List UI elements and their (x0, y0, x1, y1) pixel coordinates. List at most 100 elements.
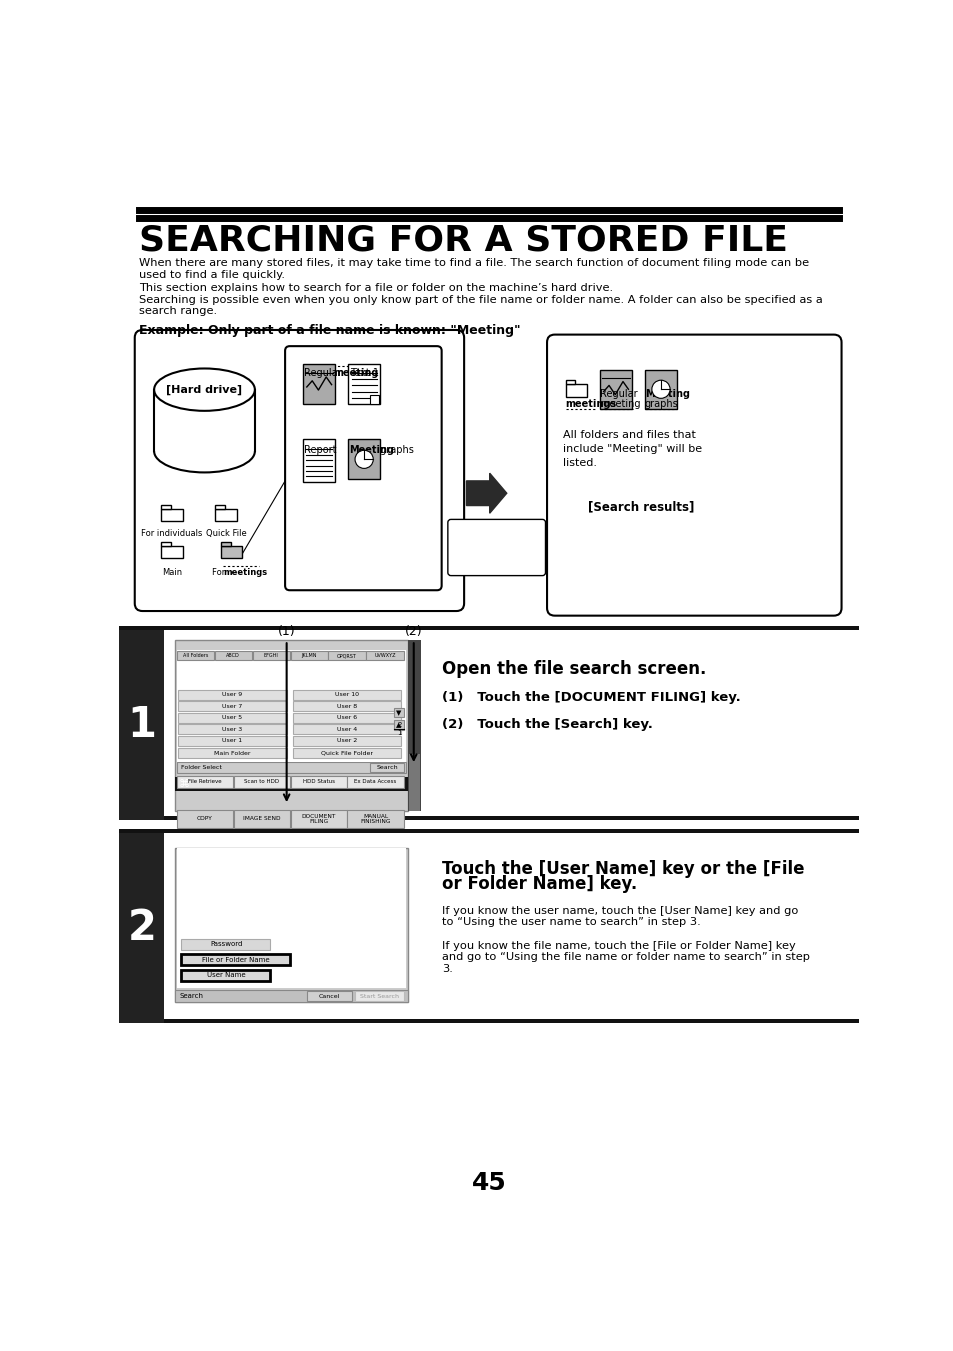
Text: SEARCHING FOR A STORED FILE: SEARCHING FOR A STORED FILE (138, 224, 787, 258)
Text: User 5: User 5 (222, 715, 242, 720)
FancyArrow shape (466, 473, 506, 513)
Text: Scan to HDD: Scan to HDD (244, 780, 279, 785)
Text: For: For (565, 389, 580, 400)
FancyBboxPatch shape (394, 720, 404, 730)
Text: Report: Report (303, 444, 335, 455)
Bar (409, 754, 419, 811)
Text: EFGHI: EFGHI (263, 653, 278, 658)
Text: UVWXYZ: UVWXYZ (374, 653, 395, 658)
FancyBboxPatch shape (447, 519, 545, 576)
FancyBboxPatch shape (348, 363, 380, 404)
FancyBboxPatch shape (178, 736, 286, 746)
FancyBboxPatch shape (253, 651, 290, 661)
Text: For individuals: For individuals (141, 530, 202, 539)
FancyBboxPatch shape (220, 542, 231, 546)
Bar (407, 640, 421, 811)
Text: Touch the [User Name] key or the [File: Touch the [User Name] key or the [File (442, 859, 804, 878)
Text: 2: 2 (127, 907, 156, 948)
Text: graphs: graphs (644, 399, 678, 408)
FancyBboxPatch shape (181, 970, 270, 981)
FancyBboxPatch shape (347, 809, 403, 828)
Text: or Folder Name] key.: or Folder Name] key. (442, 875, 637, 893)
FancyBboxPatch shape (181, 939, 270, 950)
Bar (119, 626, 858, 630)
FancyBboxPatch shape (293, 713, 401, 723)
Text: and go to “Using the file name or folder name to search” in step: and go to “Using the file name or folder… (442, 952, 810, 962)
Text: to “Using the user name to search” in step 3.: to “Using the user name to search” in st… (442, 917, 700, 928)
Text: meeting: meeting (333, 369, 378, 378)
Text: (2): (2) (404, 626, 422, 638)
Text: Regular: Regular (599, 389, 637, 400)
FancyBboxPatch shape (307, 992, 352, 1001)
FancyBboxPatch shape (178, 748, 286, 758)
Text: Open the file search screen.: Open the file search screen. (442, 661, 706, 678)
FancyBboxPatch shape (565, 384, 587, 397)
Text: search range.: search range. (138, 307, 216, 316)
Text: (1): (1) (277, 626, 295, 638)
Text: DOCUMENT
FILING: DOCUMENT FILING (301, 813, 335, 824)
FancyBboxPatch shape (285, 346, 441, 590)
Text: Password: Password (210, 942, 242, 947)
Text: MANUAL
FINISHING: MANUAL FINISHING (360, 813, 391, 824)
Text: Quick File: Quick File (206, 530, 246, 539)
Text: used to find a file quickly.: used to find a file quickly. (138, 270, 284, 280)
FancyBboxPatch shape (176, 775, 233, 788)
FancyBboxPatch shape (161, 546, 183, 558)
Text: 45: 45 (471, 1171, 506, 1194)
FancyBboxPatch shape (176, 809, 233, 828)
Bar (174, 990, 407, 1002)
Text: All folders and files that
include "Meeting" will be
listed.: All folders and files that include "Meet… (562, 430, 701, 467)
FancyBboxPatch shape (215, 505, 225, 508)
Text: 2: 2 (397, 721, 401, 728)
FancyBboxPatch shape (291, 809, 346, 828)
Ellipse shape (154, 369, 254, 411)
Text: Search: Search (179, 993, 204, 998)
Text: This section explains how to search for a file or folder on the machine’s hard d: This section explains how to search for … (138, 282, 612, 293)
FancyBboxPatch shape (370, 763, 404, 771)
Text: Example: Only part of a file name is known: "Meeting": Example: Only part of a file name is kno… (138, 324, 519, 336)
Text: When there are many stored files, it may take time to find a file. The search fu: When there are many stored files, it may… (138, 258, 808, 269)
Text: ⌘: ⌘ (178, 778, 190, 789)
Text: User 9: User 9 (222, 692, 242, 697)
Text: IMAGE SEND: IMAGE SEND (243, 816, 280, 821)
Bar (176, 650, 406, 762)
FancyBboxPatch shape (546, 335, 841, 616)
Text: User 1: User 1 (222, 738, 242, 743)
FancyBboxPatch shape (233, 775, 290, 788)
Text: Meeting: Meeting (348, 444, 394, 455)
Bar (174, 848, 407, 1002)
Bar (176, 848, 406, 989)
Text: Meeting: Meeting (644, 389, 689, 400)
Text: User 7: User 7 (222, 704, 242, 709)
FancyBboxPatch shape (161, 505, 171, 508)
Text: Start Search: Start Search (360, 993, 398, 998)
FancyBboxPatch shape (303, 439, 335, 482)
Text: Ex Data Access: Ex Data Access (355, 780, 396, 785)
FancyBboxPatch shape (348, 439, 380, 480)
Text: Main: Main (162, 567, 182, 577)
FancyBboxPatch shape (293, 736, 401, 746)
Text: Main Folder: Main Folder (213, 751, 251, 755)
Text: Folder Select: Folder Select (181, 765, 222, 770)
FancyBboxPatch shape (599, 370, 632, 408)
FancyBboxPatch shape (394, 708, 404, 717)
Bar (119, 832, 164, 1023)
Bar (119, 816, 858, 820)
FancyBboxPatch shape (233, 809, 290, 828)
Text: [Hard drive]: [Hard drive] (166, 385, 242, 394)
Text: Searching is possible even when you only know part of the file name or folder na: Searching is possible even when you only… (138, 295, 821, 304)
Text: If you know the file name, touch the [File or Folder Name] key: If you know the file name, touch the [Fi… (442, 940, 796, 951)
Text: User Name: User Name (207, 973, 245, 978)
FancyBboxPatch shape (291, 775, 346, 788)
FancyBboxPatch shape (565, 380, 575, 384)
FancyBboxPatch shape (161, 542, 171, 546)
Text: OPQRST: OPQRST (336, 653, 356, 658)
Text: ABCD: ABCD (226, 653, 240, 658)
FancyBboxPatch shape (178, 713, 286, 723)
Text: 3.: 3. (442, 963, 453, 974)
Bar (174, 777, 407, 792)
Text: Regular: Regular (303, 369, 344, 378)
Text: When you search
using "Meeting"...: When you search using "Meeting"... (453, 536, 539, 558)
Bar (119, 1019, 858, 1023)
Text: COPY: COPY (196, 816, 213, 821)
